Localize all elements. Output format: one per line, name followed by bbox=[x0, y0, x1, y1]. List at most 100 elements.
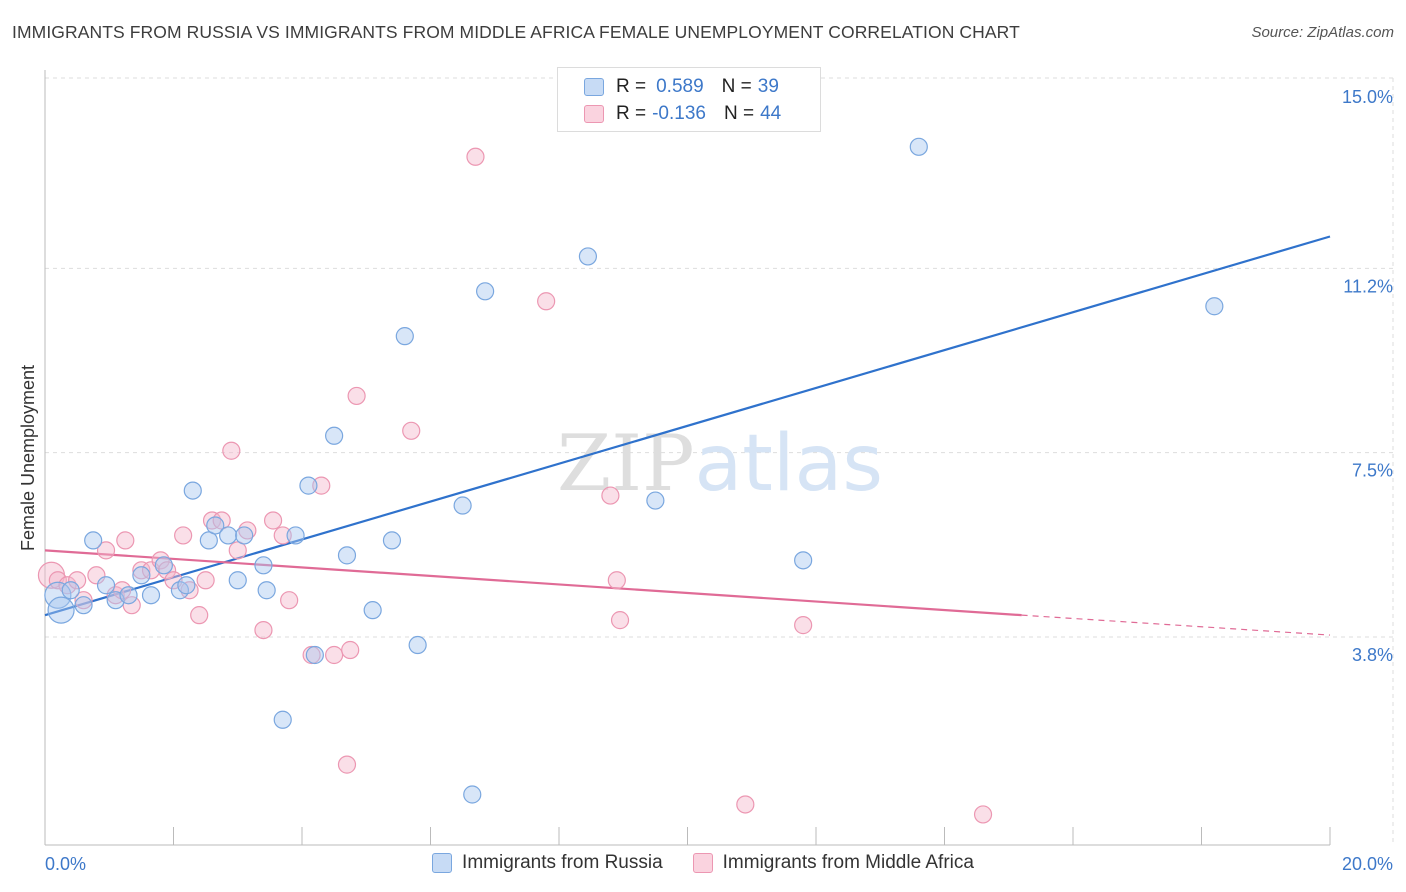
series-legend-middle-africa[interactable]: Immigrants from Middle Africa bbox=[692, 852, 974, 874]
y-tick-label: 7.5% bbox=[1352, 461, 1393, 481]
point-russia bbox=[141, 586, 161, 605]
point-russia bbox=[463, 785, 482, 804]
point-middle-africa bbox=[58, 576, 77, 595]
point-russia bbox=[578, 247, 598, 266]
point-russia bbox=[337, 546, 357, 565]
point-russia bbox=[363, 601, 382, 620]
point-russia bbox=[408, 635, 427, 655]
trend-line-russia bbox=[44, 235, 1331, 617]
point-middle-africa bbox=[151, 551, 170, 570]
point-middle-africa bbox=[607, 571, 626, 590]
point-middle-africa bbox=[537, 292, 556, 311]
point-middle-africa bbox=[68, 571, 87, 590]
x-tick-label: 20.0% bbox=[1342, 854, 1393, 874]
point-russia bbox=[96, 576, 116, 595]
point-middle-africa bbox=[190, 606, 209, 625]
point-middle-africa bbox=[466, 147, 485, 166]
point-russia bbox=[395, 327, 414, 346]
point-middle-africa bbox=[402, 421, 421, 440]
point-middle-africa bbox=[794, 616, 813, 635]
point-middle-africa bbox=[116, 531, 135, 550]
data-points bbox=[37, 137, 1224, 824]
point-middle-africa bbox=[337, 755, 357, 774]
point-middle-africa bbox=[174, 526, 193, 545]
point-russia bbox=[476, 282, 495, 301]
point-russia bbox=[794, 551, 813, 570]
series-swatch-russia bbox=[432, 853, 453, 873]
point-middle-africa bbox=[48, 571, 67, 590]
point-russia bbox=[177, 576, 196, 595]
point-middle-africa bbox=[132, 561, 151, 580]
point-middle-africa bbox=[341, 640, 360, 660]
legend-n-label: N = bbox=[723, 103, 755, 124]
legend-swatch-russia bbox=[584, 78, 604, 96]
point-middle-africa bbox=[228, 541, 247, 560]
x-tick-labels: 0.0% 20.0% bbox=[45, 854, 1393, 874]
point-russia bbox=[154, 556, 173, 575]
point-middle-africa bbox=[254, 620, 273, 640]
point-middle-africa bbox=[222, 441, 241, 460]
point-russia bbox=[453, 496, 472, 515]
point-russia bbox=[228, 571, 247, 590]
legend-r-value: -0.136 bbox=[652, 103, 706, 124]
series-label-russia: Immigrants from Russia bbox=[462, 852, 663, 873]
point-russia bbox=[909, 137, 928, 156]
point-middle-africa bbox=[736, 795, 755, 814]
point-middle-africa bbox=[263, 511, 283, 530]
point-middle-africa bbox=[180, 581, 199, 600]
y-tick-label: 3.8% bbox=[1352, 645, 1393, 665]
source-label: Source: ZipAtlas.com bbox=[1251, 24, 1394, 41]
y-tick-label: 15.0% bbox=[1342, 87, 1393, 107]
legend-n-label: N = bbox=[721, 76, 752, 97]
point-middle-africa bbox=[74, 591, 93, 610]
point-middle-africa bbox=[312, 476, 331, 495]
point-middle-africa bbox=[325, 645, 344, 665]
point-middle-africa bbox=[273, 526, 292, 545]
watermark: ZIPatlas bbox=[557, 419, 883, 509]
point-middle-africa bbox=[973, 805, 993, 824]
point-russia bbox=[74, 596, 93, 615]
point-russia bbox=[305, 645, 324, 665]
point-middle-africa bbox=[202, 511, 222, 530]
legend-swatch-middle-africa bbox=[584, 105, 604, 123]
point-russia bbox=[273, 710, 292, 729]
correlation-legend: R = 0.589 N = 39 R = -0.136 N = 44 bbox=[557, 67, 821, 132]
point-middle-africa bbox=[238, 521, 257, 540]
point-russia bbox=[286, 526, 305, 545]
point-russia bbox=[132, 566, 151, 585]
y-axis-label: Female Unemployment bbox=[18, 365, 38, 551]
x-tick-label: 0.0% bbox=[45, 854, 86, 874]
point-russia bbox=[646, 491, 665, 510]
point-russia bbox=[84, 531, 103, 550]
point-middle-africa bbox=[280, 591, 299, 610]
point-middle-africa bbox=[196, 571, 215, 590]
point-russia bbox=[382, 531, 402, 550]
y-tick-labels: 15.0% 11.2% 7.5% 3.8% bbox=[1342, 87, 1393, 665]
trend-lines bbox=[44, 235, 1331, 636]
axes bbox=[44, 70, 1331, 846]
chart-title: IMMIGRANTS FROM RUSSIA VS IMMIGRANTS FRO… bbox=[12, 22, 1020, 42]
legend-n-value: 39 bbox=[757, 76, 779, 97]
point-russia bbox=[1205, 297, 1224, 316]
point-russia bbox=[325, 426, 344, 445]
point-russia bbox=[119, 586, 138, 605]
series-legend-russia[interactable]: Immigrants from Russia bbox=[432, 852, 663, 874]
point-russia bbox=[47, 596, 75, 624]
point-middle-africa bbox=[96, 541, 116, 560]
point-russia bbox=[235, 526, 254, 545]
trend-line-middle-africa bbox=[44, 549, 1022, 617]
series-label-middle-africa: Immigrants from Middle Africa bbox=[722, 852, 974, 873]
point-russia bbox=[199, 531, 218, 550]
point-middle-africa bbox=[601, 486, 620, 505]
legend-r-label: R = bbox=[616, 103, 647, 124]
y-tick-label: 11.2% bbox=[1343, 276, 1393, 296]
point-russia bbox=[299, 476, 318, 495]
legend-n-value: 44 bbox=[760, 103, 782, 124]
series-legend: Immigrants from Russia Immigrants from M… bbox=[0, 852, 1406, 874]
point-russia bbox=[257, 581, 276, 600]
legend-r-label: R = bbox=[616, 76, 647, 97]
point-middle-africa bbox=[610, 611, 630, 630]
point-russia bbox=[254, 556, 273, 575]
point-middle-africa bbox=[87, 566, 106, 585]
